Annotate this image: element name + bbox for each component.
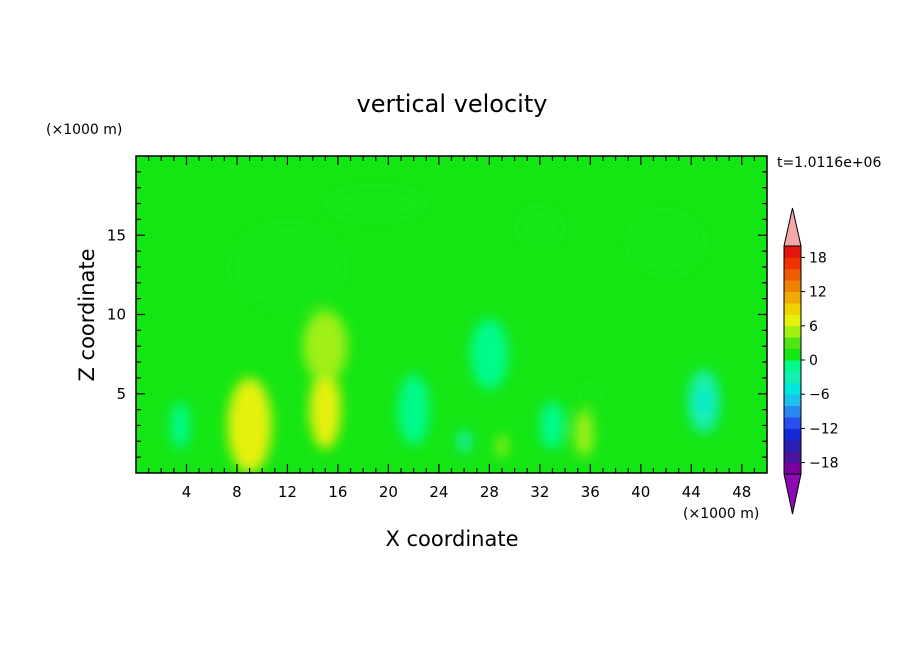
contour-feature-8 (628, 211, 704, 275)
x-tick-label: 48 (732, 483, 751, 501)
x-tick-label: 8 (232, 483, 242, 501)
colorbar-level (784, 246, 801, 258)
colorbar-level (784, 291, 801, 304)
colorbar-level (784, 348, 801, 361)
colorbar-level (784, 257, 801, 270)
x-tick-label: 16 (328, 483, 347, 501)
contour-field (136, 156, 767, 473)
contour-feature-7 (580, 381, 600, 406)
contour-feature-2 (303, 310, 348, 382)
colorbar-level (784, 314, 801, 327)
colorbar-level (784, 303, 801, 315)
colorbar-under-arrow (783, 473, 802, 515)
x-tick-label: 44 (682, 483, 701, 501)
colorbar-level (784, 439, 801, 452)
contour-feature-5 (496, 434, 508, 458)
x-axis: 4 8 12 16 20 24 28 32 36 40 44 48 (148, 156, 755, 501)
y-unit-label: (×1000 m) (46, 122, 122, 138)
contour-feature-16 (539, 401, 566, 450)
colorbar-tick-label: −6 (809, 387, 830, 403)
contour-feature-3 (230, 223, 345, 311)
colorbar-level (784, 394, 801, 406)
y-tick-label: 5 (116, 385, 126, 403)
x-tick-label: 36 (581, 483, 600, 501)
x-tick-label: 32 (530, 483, 549, 501)
contour-feature-1 (309, 369, 342, 450)
colorbar-over-arrow (783, 207, 802, 247)
colorbar-tick-label: −12 (809, 421, 839, 437)
x-tick-label: 12 (278, 483, 297, 501)
colorbar-level (784, 382, 801, 395)
colorbar-level (784, 371, 801, 384)
contour-feature-0 (227, 377, 272, 473)
colorbar-tick-label: 0 (809, 353, 818, 369)
colorbar-level (784, 451, 801, 463)
time-label: t=1.0116e+06 (777, 155, 881, 171)
contour-feature-4 (325, 187, 427, 220)
contour-feature-13 (470, 318, 509, 390)
colorbar-level (784, 280, 801, 292)
x-axis-title: X coordinate (385, 527, 518, 551)
contour-feature-14 (457, 429, 471, 454)
x-tick-label: 4 (182, 483, 192, 501)
chart-title: vertical velocity (357, 90, 548, 118)
colorbar-level (784, 462, 801, 475)
contour-feature-11 (698, 389, 709, 414)
x-tick-label: 28 (480, 483, 499, 501)
x-tick-label: 40 (631, 483, 650, 501)
y-tick-label: 10 (107, 306, 126, 324)
colorbar-level (784, 337, 801, 349)
colorbar-level (784, 325, 801, 338)
colorbar-tick-label: 18 (809, 250, 827, 266)
colorbar-level (784, 360, 801, 372)
y-tick-label: 15 (107, 226, 126, 244)
x-unit-label: (×1000 m) (683, 506, 759, 522)
contour-feature-12 (397, 373, 430, 446)
colorbar-level (784, 417, 801, 429)
x-tick-label: 20 (379, 483, 398, 501)
colorbar-level (784, 405, 801, 418)
colorbar-tick-label: 12 (809, 285, 827, 301)
contour-feature-6 (574, 409, 594, 458)
contour-feature-9 (517, 207, 562, 248)
y-axis-title: Z coordinate (75, 248, 99, 381)
colorbar-level (784, 428, 801, 441)
colorbar-tick-label: −18 (809, 456, 839, 472)
colorbar-tick-label: 6 (809, 319, 818, 335)
colorbar: 18 12 6 0 −6 −12 −18 (783, 207, 839, 515)
y-axis: 5 10 15 (107, 171, 767, 458)
colorbar-level (784, 268, 801, 281)
x-tick-label: 24 (429, 483, 448, 501)
contour-feature-15 (170, 401, 190, 450)
